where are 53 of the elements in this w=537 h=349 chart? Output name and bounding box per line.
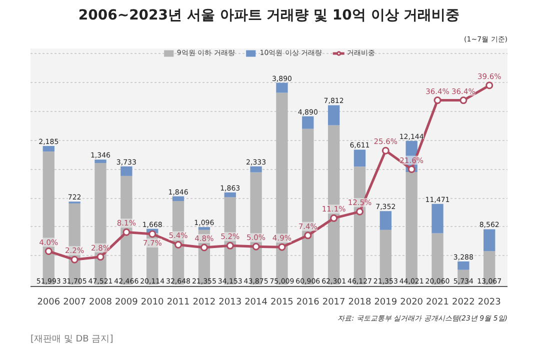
x-tick-label: 2020 [400, 298, 424, 308]
bar [42, 146, 54, 152]
x-tick-label: 2016 [296, 298, 320, 308]
point [382, 146, 390, 154]
x-tick-label: 2023 [478, 298, 501, 308]
point [304, 232, 312, 240]
bar [94, 160, 106, 163]
point [330, 214, 338, 222]
bar [328, 105, 340, 126]
x-tick-label: 2017 [322, 298, 346, 308]
point [122, 228, 130, 236]
x-tick-label: 2012 [192, 298, 216, 308]
point [408, 166, 416, 174]
bar [120, 166, 132, 176]
text: [재판매 및 DB 금지] [30, 334, 114, 344]
point [174, 240, 182, 248]
point [356, 208, 364, 216]
bar [250, 166, 262, 172]
bar [224, 192, 236, 198]
bar [458, 261, 470, 270]
point [486, 82, 494, 90]
x-tick-label: 2007 [63, 298, 86, 308]
bar [302, 116, 314, 129]
bar [354, 150, 366, 167]
x-tick-label: 2018 [348, 298, 372, 308]
x-tick-label: 2013 [218, 298, 242, 308]
point [70, 256, 78, 264]
bar [172, 196, 184, 202]
point [460, 96, 468, 104]
bar [198, 227, 210, 230]
point [148, 230, 156, 238]
x-tick-label: 2006 [37, 298, 60, 308]
x-tick-label: 2008 [89, 298, 112, 308]
x-tick-label: 2011 [166, 298, 190, 308]
x-tick-label: 2009 [114, 298, 138, 308]
x-tick-label: 2010 [140, 298, 164, 308]
bar [380, 211, 392, 230]
x-tick-label: 2014 [244, 298, 268, 308]
x-tick-label: 2019 [374, 298, 398, 308]
bar [432, 204, 444, 234]
point [226, 242, 234, 250]
x-tick-label: 2022 [452, 298, 475, 308]
point [96, 253, 104, 261]
x-tick-label: 2015 [270, 298, 294, 308]
point [200, 244, 208, 252]
bar [484, 229, 496, 252]
bar [276, 82, 288, 93]
x-tick-label: 2021 [426, 298, 449, 308]
chart-title: 2006~2023년 서울 아파트 거래량 및 10억 이상 거래비중 [78, 8, 460, 24]
point [278, 243, 286, 251]
point [44, 248, 52, 256]
point [252, 242, 260, 250]
point [434, 96, 442, 104]
